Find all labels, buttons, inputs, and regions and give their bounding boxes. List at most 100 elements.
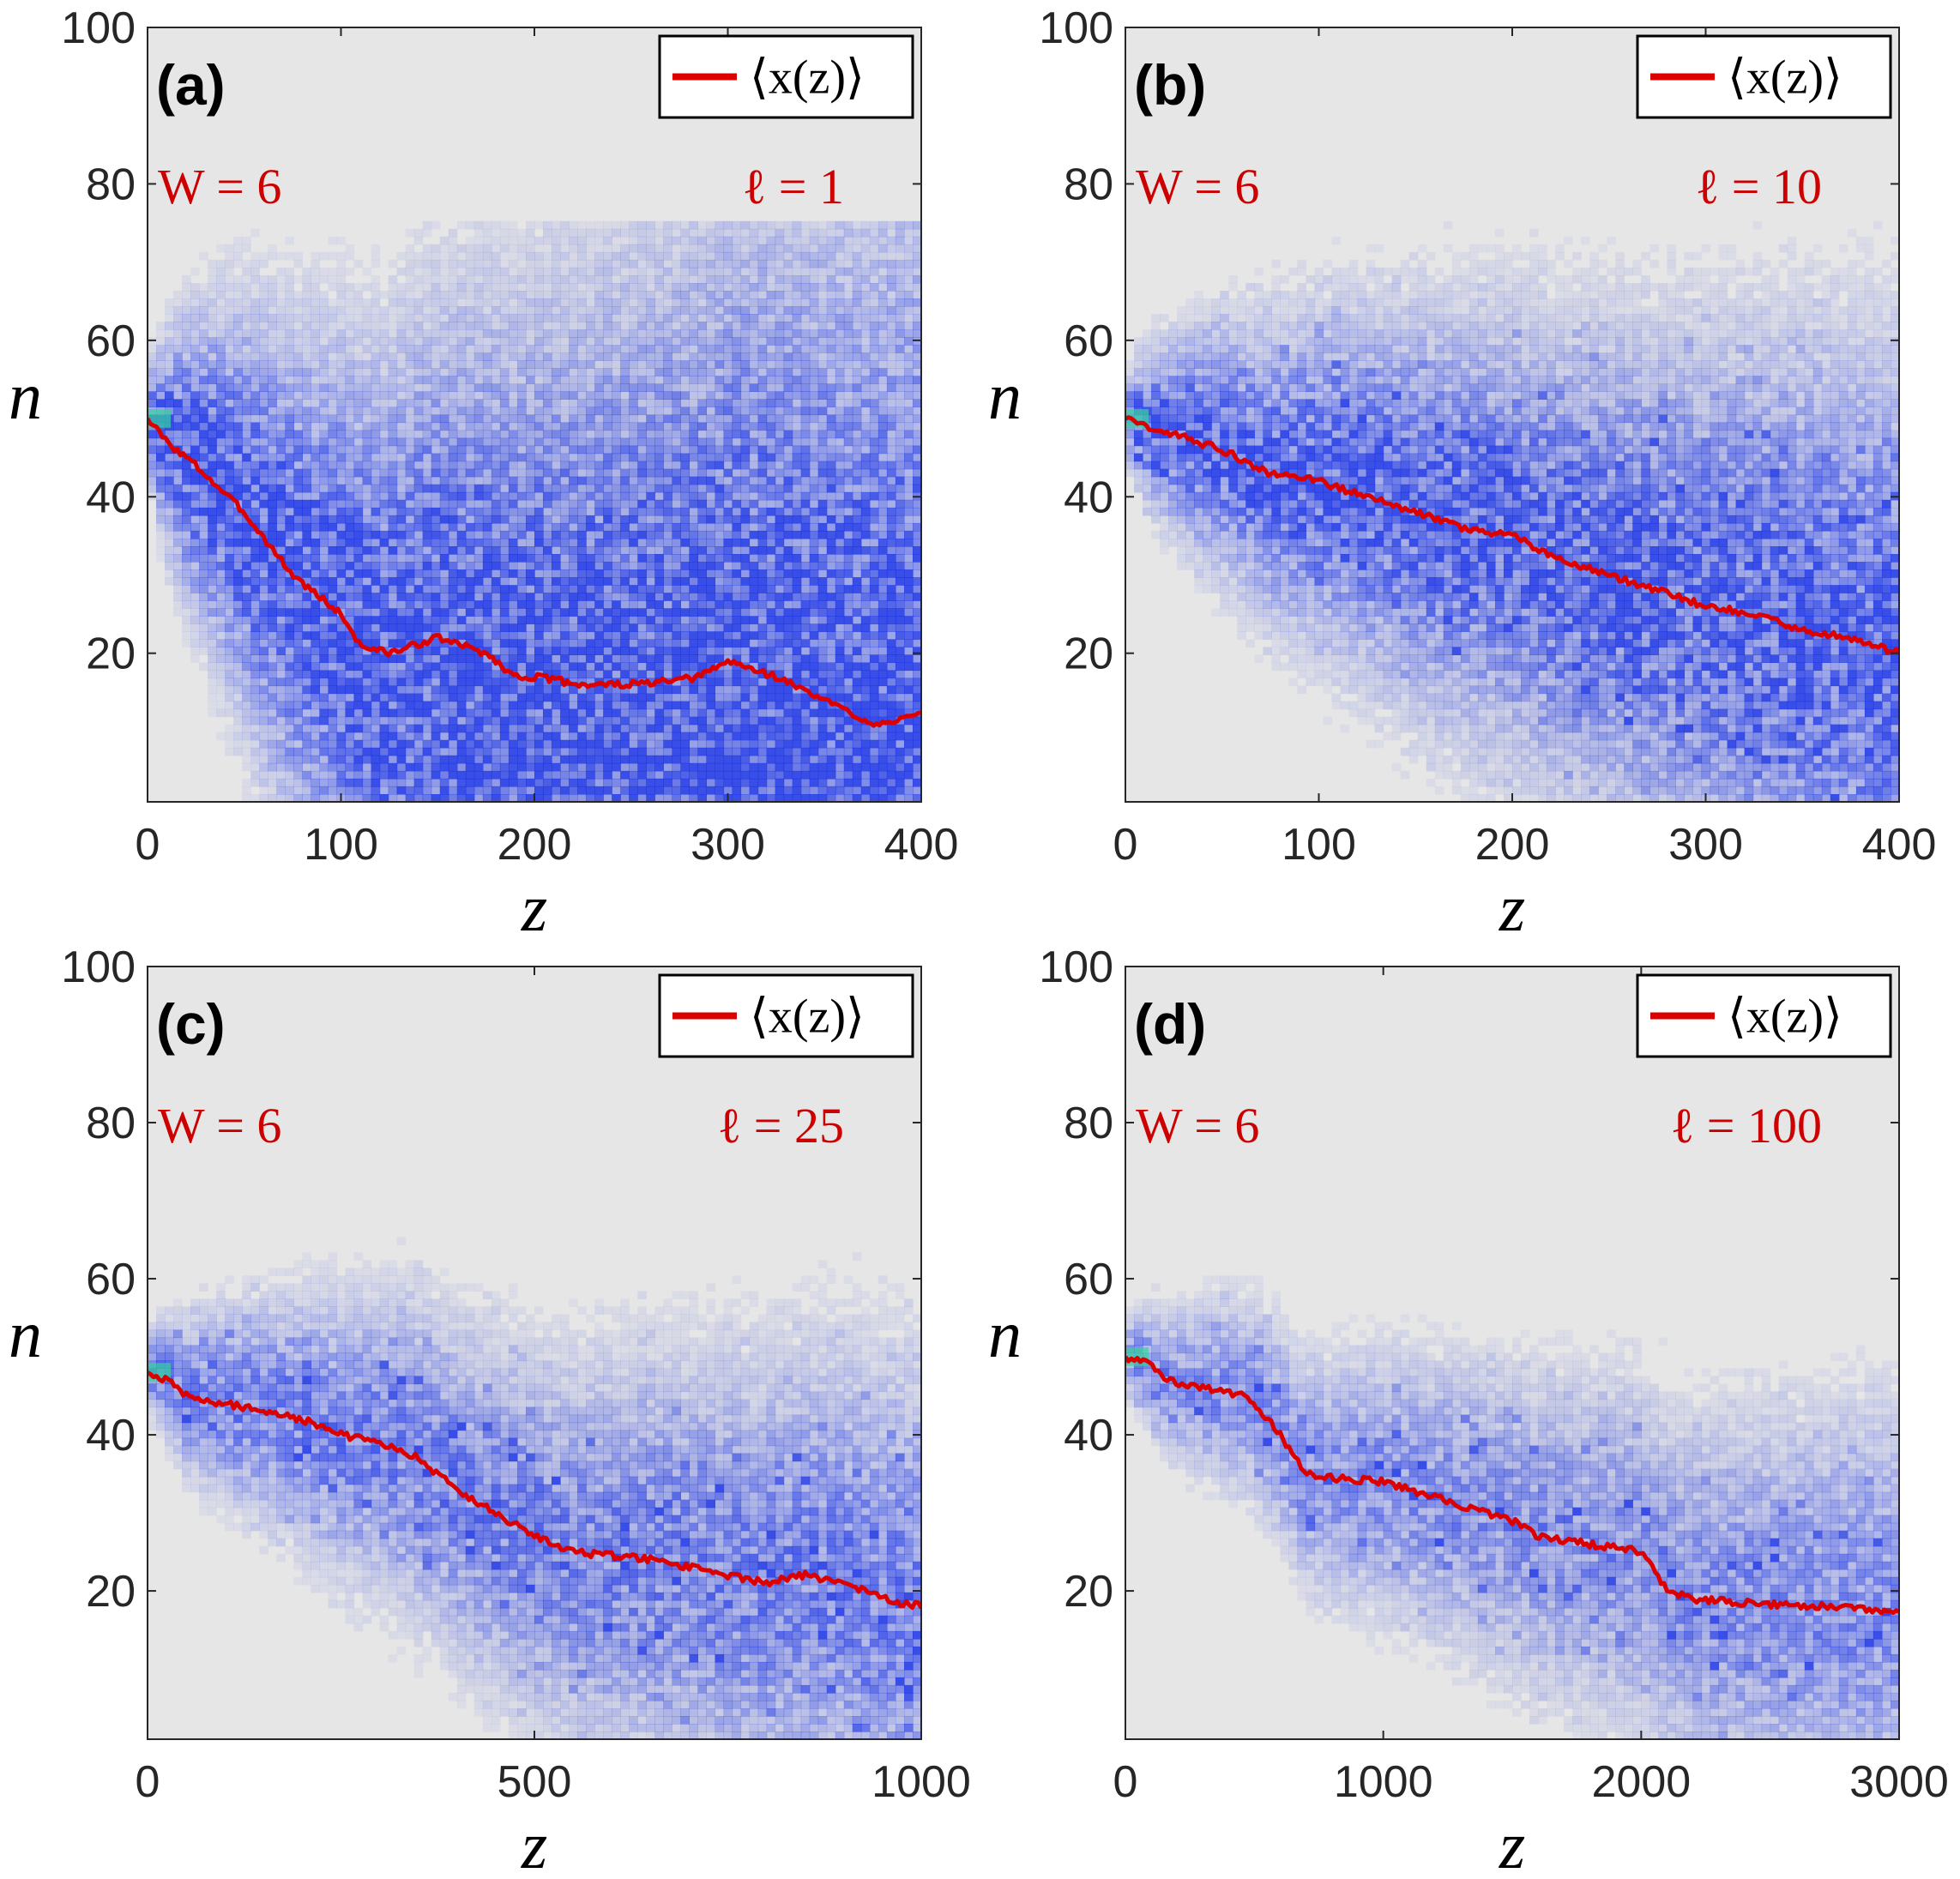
- intensity-cell: [508, 491, 518, 501]
- intensity-cell: [233, 647, 243, 655]
- intensity-cell: [379, 747, 389, 756]
- intensity-cell: [268, 794, 277, 802]
- intensity-cell: [637, 445, 647, 455]
- intensity-cell: [715, 437, 725, 447]
- intensity-cell: [388, 298, 398, 307]
- intensity-cell: [173, 360, 183, 369]
- intensity-cell: [431, 314, 441, 322]
- intensity-cell: [302, 267, 311, 276]
- intensity-cell: [526, 368, 535, 376]
- intensity-cell: [612, 739, 621, 749]
- intensity-cell: [637, 662, 647, 672]
- intensity-cell: [311, 678, 320, 687]
- intensity-cell: [422, 422, 432, 431]
- intensity-cell: [499, 383, 510, 392]
- intensity-cell: [388, 616, 398, 624]
- intensity-cell: [646, 708, 655, 718]
- intensity-cell: [456, 291, 467, 299]
- intensity-cell: [749, 593, 759, 601]
- intensity-cell: [612, 747, 621, 756]
- intensity-cell: [689, 383, 698, 392]
- intensity-cell: [311, 383, 320, 392]
- intensity-cell: [182, 329, 191, 338]
- intensity-cell: [311, 422, 320, 431]
- intensity-cell: [491, 539, 501, 547]
- intensity-cell: [517, 422, 527, 431]
- intensity-cell: [560, 376, 570, 384]
- intensity-cell: [233, 337, 243, 346]
- intensity-cell: [336, 437, 347, 447]
- intensity-cell: [552, 484, 561, 493]
- intensity-cell: [749, 391, 759, 400]
- intensity-cell: [465, 631, 475, 640]
- intensity-cell: [190, 360, 200, 369]
- intensity-cell: [405, 507, 415, 516]
- intensity-cell: [594, 291, 604, 299]
- intensity-cell: [225, 670, 234, 679]
- intensity-cell: [268, 399, 277, 407]
- intensity-cell: [208, 391, 217, 400]
- intensity-cell: [740, 708, 751, 718]
- intensity-cell: [456, 585, 467, 593]
- intensity-cell: [749, 739, 759, 749]
- intensity-cell: [646, 662, 655, 672]
- intensity-cell: [208, 708, 217, 718]
- intensity-cell: [603, 562, 612, 570]
- intensity-cell: [646, 616, 655, 624]
- intensity-cell: [620, 383, 630, 392]
- intensity-cell: [336, 593, 347, 601]
- intensity-cell: [285, 422, 294, 431]
- intensity-cell: [388, 345, 398, 353]
- intensity-cell: [654, 329, 664, 338]
- intensity-cell: [620, 593, 630, 601]
- intensity-cell: [439, 461, 449, 470]
- intensity-cell: [431, 407, 441, 416]
- intensity-cell: [560, 670, 570, 679]
- intensity-cell: [456, 639, 467, 647]
- intensity-cell: [276, 739, 286, 749]
- intensity-cell: [336, 236, 347, 245]
- intensity-cell: [328, 623, 338, 632]
- intensity-cell: [732, 499, 742, 509]
- intensity-cell: [663, 569, 672, 578]
- intensity-cell: [499, 283, 510, 292]
- intensity-cell: [654, 491, 664, 501]
- intensity-cell: [225, 701, 234, 710]
- intensity-cell: [182, 530, 191, 539]
- intensity-cell: [182, 322, 191, 330]
- intensity-cell: [208, 600, 217, 609]
- intensity-cell: [276, 685, 286, 695]
- intensity-cell: [749, 569, 759, 578]
- intensity-cell: [552, 220, 561, 230]
- intensity-cell: [637, 322, 647, 330]
- intensity-cell: [268, 647, 277, 655]
- intensity-cell: [448, 329, 458, 338]
- intensity-cell: [242, 414, 251, 424]
- intensity-cell: [517, 352, 527, 361]
- intensity-cell: [543, 786, 552, 795]
- intensity-cell: [646, 778, 655, 787]
- intensity-cell: [413, 461, 424, 470]
- intensity-cell: [543, 407, 552, 416]
- intensity-cell: [405, 616, 415, 624]
- intensity-cell: [353, 337, 364, 346]
- intensity-cell: [689, 337, 698, 346]
- intensity-cell: [543, 794, 552, 802]
- intensity-cell: [353, 368, 364, 376]
- intensity-cell: [586, 267, 595, 276]
- intensity-cell: [680, 499, 690, 509]
- intensity-cell: [663, 639, 672, 647]
- intensity-cell: [422, 662, 432, 672]
- intensity-cell: [663, 322, 672, 330]
- intensity-cell: [216, 461, 226, 470]
- intensity-cell: [577, 368, 587, 376]
- intensity-cell: [268, 739, 277, 749]
- intensity-cell: [552, 678, 561, 687]
- intensity-cell: [620, 701, 630, 710]
- intensity-cell: [259, 352, 268, 361]
- intensity-cell: [482, 554, 492, 563]
- intensity-cell: [276, 569, 286, 578]
- intensity-cell: [672, 724, 681, 733]
- intensity-cell: [723, 407, 733, 416]
- intensity-cell: [208, 685, 217, 695]
